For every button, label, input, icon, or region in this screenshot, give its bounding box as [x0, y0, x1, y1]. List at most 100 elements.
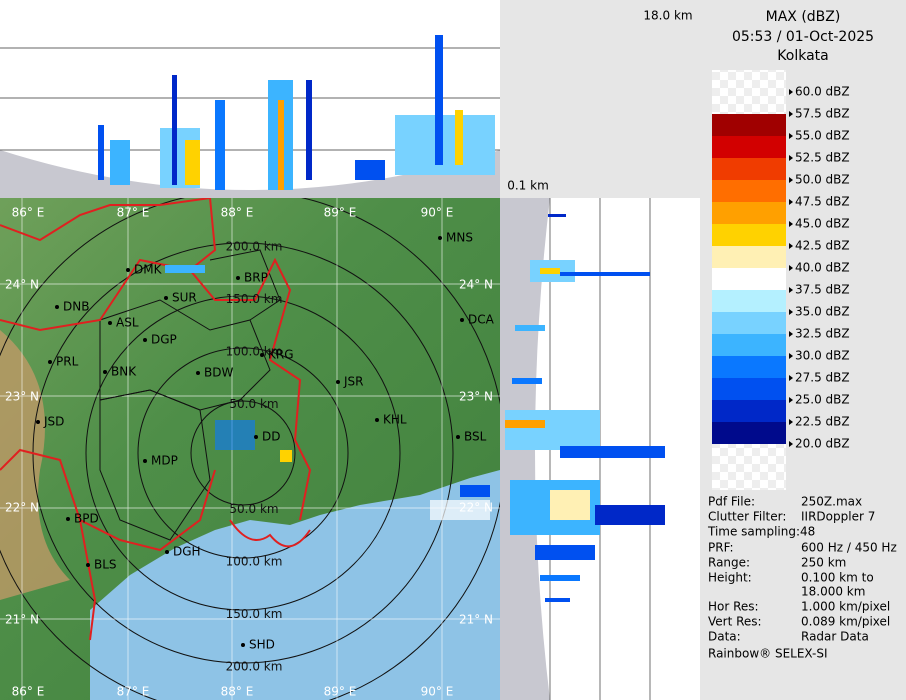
longitude-label: 86° E — [12, 685, 45, 699]
range-label: 100.0 km — [226, 555, 283, 569]
range-label: 50.0 km — [229, 397, 278, 411]
longitude-label: 88° E — [221, 206, 254, 220]
legend-tick — [789, 133, 793, 139]
legend-swatch — [712, 378, 786, 400]
legend-label: 57.5 dBZ — [795, 107, 850, 121]
info-value: Radar Data — [801, 630, 869, 644]
legend-label: 45.0 dBZ — [795, 217, 850, 231]
info-value: 0.100 km to — [801, 571, 874, 585]
legend-swatch — [712, 246, 786, 268]
legend-label: 32.5 dBZ — [795, 327, 850, 341]
city-dot — [336, 380, 340, 384]
legend-swatch — [712, 422, 786, 444]
city-dot — [456, 435, 460, 439]
city-label: KHL — [383, 413, 407, 427]
info-value: 250Z.max — [801, 495, 862, 509]
legend-swatch — [712, 158, 786, 180]
footer: Rainbow® SELEX-SI — [708, 647, 828, 661]
legend-swatch — [712, 268, 786, 290]
info-key: PRF: — [708, 541, 734, 555]
legend-swatch — [712, 136, 786, 158]
city-dot — [103, 370, 107, 374]
city-label: DMK — [134, 263, 163, 277]
longitude-label: 90° E — [421, 685, 454, 699]
info-value: 1.000 km/pixel — [801, 600, 890, 614]
legend-tick — [789, 375, 793, 381]
map-echoes — [165, 265, 490, 520]
info-key: Vert Res: — [708, 615, 762, 629]
legend-label: 47.5 dBZ — [795, 195, 850, 209]
range-label: 100.0 km — [226, 345, 283, 359]
range-label: 200.0 km — [226, 660, 283, 674]
city-dot — [254, 435, 258, 439]
info-value: IIRDoppler 7 — [801, 510, 875, 524]
info-key: Data: — [708, 630, 741, 644]
legend-tick — [789, 309, 793, 315]
city-label: DCA — [468, 313, 495, 327]
legend-label: 20.0 dBZ — [795, 437, 850, 451]
legend-swatch — [712, 334, 786, 356]
info-key: Range: — [708, 556, 750, 570]
info-key: Time sampling:48 — [707, 525, 815, 539]
city-label: DGP — [151, 333, 177, 347]
range-label: 150.0 km — [226, 292, 283, 306]
map: 86° E 86° E 87° E 87° E 88° E 88° E 89° E 89° E… — [0, 198, 500, 700]
city-dot — [164, 296, 168, 300]
range-label: 150.0 km — [226, 607, 283, 621]
latitude-label: 23° N — [5, 390, 39, 404]
legend-tick — [789, 89, 793, 95]
city-label: BPD — [74, 512, 99, 526]
legend-label: 37.5 dBZ — [795, 283, 850, 297]
legend-tick — [789, 155, 793, 161]
longitude-label: 90° E — [421, 206, 454, 220]
city-label: PRL — [56, 355, 79, 369]
bottom-height-label: 0.1 km — [507, 179, 549, 193]
city-label: KRG — [268, 348, 294, 362]
latitude-label: 22° N — [459, 501, 493, 515]
city-dot — [375, 418, 379, 422]
legend-swatch — [712, 400, 786, 422]
legend-label: 25.0 dBZ — [795, 393, 850, 407]
top-height-label: 18.0 km — [643, 9, 692, 23]
legend-swatch — [712, 114, 786, 136]
city-label: DGH — [173, 545, 201, 559]
latitude-label: 21° N — [459, 613, 493, 627]
city-dot — [36, 420, 40, 424]
info-value: 18.000 km — [801, 585, 865, 599]
product-title: MAX (dBZ) — [766, 9, 841, 25]
legend-label: 30.0 dBZ — [795, 349, 850, 363]
range-label: 200.0 km — [226, 240, 283, 254]
city-dot — [196, 371, 200, 375]
city-dot — [48, 360, 52, 364]
longitude-label: 86° E — [12, 206, 45, 220]
legend-tick — [789, 265, 793, 271]
info-key: Height: — [708, 571, 752, 585]
legend-label: 22.5 dBZ — [795, 415, 850, 429]
city-label: JSR — [343, 375, 364, 389]
longitude-label: 87° E — [117, 206, 150, 220]
timestamp: 05:53 / 01-Oct-2025 — [732, 29, 874, 45]
legend-swatch — [712, 202, 786, 224]
city-label: BDW — [204, 366, 233, 380]
legend-tick — [789, 221, 793, 227]
legend-swatch — [712, 312, 786, 334]
city-dot — [165, 550, 169, 554]
legend-tick — [789, 111, 793, 117]
city-label: MNS — [446, 231, 473, 245]
city-label: BRP — [244, 271, 268, 285]
legend-label: 40.0 dBZ — [795, 261, 850, 275]
city-label: DNB — [63, 300, 89, 314]
legend-tick — [789, 177, 793, 183]
city-label: BLS — [94, 558, 117, 572]
legend-tick — [789, 441, 793, 447]
city-dot — [260, 353, 264, 357]
city-label: SHD — [249, 638, 275, 652]
city-dot — [241, 643, 245, 647]
info-value: 600 Hz / 450 Hz — [801, 541, 897, 555]
right-echoes — [505, 214, 665, 602]
legend-tick — [789, 353, 793, 359]
legend-tick — [789, 331, 793, 337]
legend-label: 35.0 dBZ — [795, 305, 850, 319]
